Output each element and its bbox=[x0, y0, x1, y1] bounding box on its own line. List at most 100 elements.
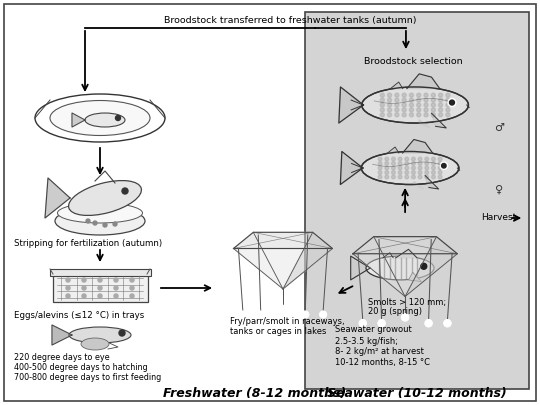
Circle shape bbox=[431, 175, 435, 179]
Circle shape bbox=[446, 98, 450, 102]
Circle shape bbox=[409, 93, 414, 97]
Circle shape bbox=[257, 311, 264, 318]
Circle shape bbox=[398, 171, 402, 175]
Polygon shape bbox=[233, 232, 333, 249]
Circle shape bbox=[431, 166, 435, 170]
Circle shape bbox=[395, 93, 399, 97]
Circle shape bbox=[448, 98, 456, 107]
Polygon shape bbox=[353, 237, 457, 254]
Circle shape bbox=[438, 108, 443, 112]
Ellipse shape bbox=[366, 256, 434, 280]
Circle shape bbox=[385, 157, 389, 161]
Circle shape bbox=[425, 171, 429, 175]
Polygon shape bbox=[407, 74, 440, 89]
Circle shape bbox=[411, 166, 415, 170]
Circle shape bbox=[239, 311, 246, 318]
Ellipse shape bbox=[81, 338, 109, 350]
Polygon shape bbox=[283, 232, 333, 289]
Circle shape bbox=[417, 98, 421, 102]
Polygon shape bbox=[52, 325, 72, 345]
Polygon shape bbox=[403, 139, 433, 153]
Circle shape bbox=[425, 175, 429, 179]
Circle shape bbox=[395, 103, 399, 107]
Circle shape bbox=[444, 320, 451, 327]
Bar bbox=[53, 274, 148, 302]
Circle shape bbox=[65, 286, 71, 290]
Circle shape bbox=[438, 171, 442, 175]
Circle shape bbox=[417, 93, 421, 97]
Circle shape bbox=[119, 330, 125, 336]
Circle shape bbox=[402, 103, 406, 107]
Ellipse shape bbox=[69, 327, 131, 343]
Circle shape bbox=[409, 108, 414, 112]
Polygon shape bbox=[45, 178, 70, 218]
Circle shape bbox=[122, 188, 128, 194]
Text: Broodstock transferred to freshwater tanks (autumn): Broodstock transferred to freshwater tan… bbox=[164, 15, 416, 24]
Circle shape bbox=[398, 166, 402, 170]
Circle shape bbox=[98, 294, 103, 298]
Circle shape bbox=[418, 171, 422, 175]
Circle shape bbox=[402, 108, 406, 112]
Circle shape bbox=[418, 175, 422, 179]
Ellipse shape bbox=[361, 151, 459, 185]
Circle shape bbox=[431, 93, 435, 97]
Text: Fry/parr/smolt in raceways,: Fry/parr/smolt in raceways, bbox=[230, 318, 345, 326]
Polygon shape bbox=[425, 175, 438, 189]
Circle shape bbox=[425, 320, 433, 327]
Circle shape bbox=[405, 157, 409, 161]
Circle shape bbox=[398, 175, 402, 179]
Circle shape bbox=[388, 98, 392, 102]
Circle shape bbox=[449, 100, 455, 105]
Circle shape bbox=[86, 219, 90, 223]
Text: 400-500 degree days to hatching: 400-500 degree days to hatching bbox=[14, 364, 147, 373]
Circle shape bbox=[65, 294, 71, 298]
Polygon shape bbox=[340, 151, 363, 185]
Circle shape bbox=[411, 171, 415, 175]
Polygon shape bbox=[233, 249, 333, 289]
Polygon shape bbox=[419, 120, 430, 128]
Circle shape bbox=[385, 171, 389, 175]
Polygon shape bbox=[72, 113, 85, 127]
Circle shape bbox=[116, 115, 120, 121]
Circle shape bbox=[411, 175, 415, 179]
Circle shape bbox=[438, 98, 443, 102]
Circle shape bbox=[409, 98, 414, 102]
Polygon shape bbox=[414, 181, 423, 189]
Circle shape bbox=[438, 162, 442, 165]
Text: Seawater (10-12 months): Seawater (10-12 months) bbox=[327, 386, 507, 399]
Circle shape bbox=[438, 103, 443, 107]
Circle shape bbox=[446, 113, 450, 117]
Circle shape bbox=[446, 108, 450, 112]
Circle shape bbox=[421, 263, 427, 269]
Circle shape bbox=[378, 166, 382, 170]
Circle shape bbox=[401, 313, 409, 321]
Text: Stripping for fertilization (autumn): Stripping for fertilization (autumn) bbox=[14, 239, 162, 247]
Circle shape bbox=[113, 294, 118, 298]
Circle shape bbox=[405, 175, 409, 179]
Circle shape bbox=[431, 171, 435, 175]
Circle shape bbox=[398, 157, 402, 161]
Text: 10-12 months, 8-15 °C: 10-12 months, 8-15 °C bbox=[335, 358, 430, 367]
Circle shape bbox=[395, 98, 399, 102]
Circle shape bbox=[385, 162, 389, 165]
Polygon shape bbox=[405, 237, 457, 296]
Circle shape bbox=[438, 157, 442, 161]
Ellipse shape bbox=[69, 181, 141, 215]
Circle shape bbox=[424, 113, 428, 117]
Circle shape bbox=[425, 157, 429, 161]
Circle shape bbox=[378, 162, 382, 165]
Text: Seawater growout: Seawater growout bbox=[335, 326, 412, 335]
Circle shape bbox=[438, 93, 443, 97]
Polygon shape bbox=[350, 256, 370, 280]
Circle shape bbox=[411, 157, 415, 161]
Ellipse shape bbox=[35, 94, 165, 142]
Text: 20 g (spring): 20 g (spring) bbox=[368, 307, 422, 316]
Circle shape bbox=[113, 222, 117, 226]
Polygon shape bbox=[339, 87, 363, 123]
Ellipse shape bbox=[55, 207, 145, 235]
Polygon shape bbox=[396, 249, 417, 258]
Bar bbox=[50, 269, 151, 276]
Circle shape bbox=[405, 162, 409, 165]
Circle shape bbox=[378, 171, 382, 175]
Circle shape bbox=[405, 171, 409, 175]
